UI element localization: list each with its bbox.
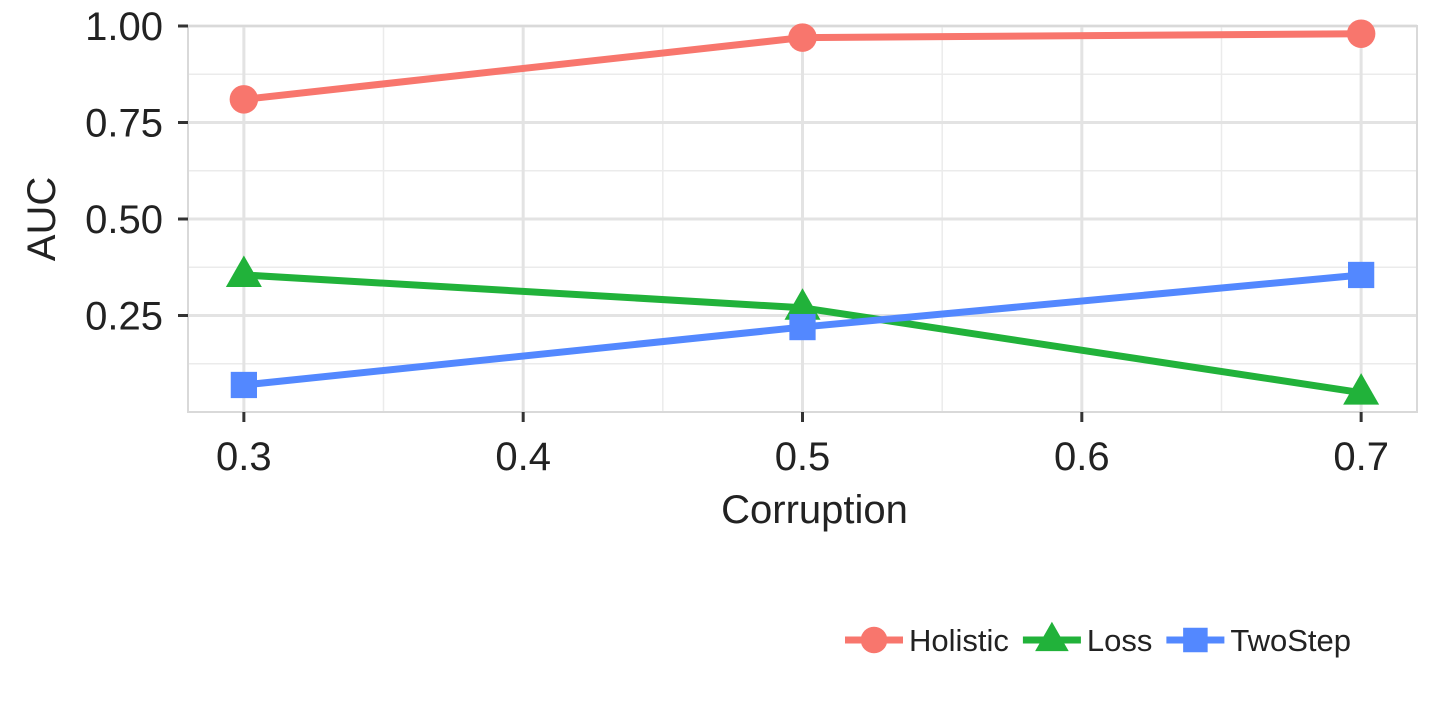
x-tick-label: 0.6 [1054, 435, 1110, 479]
legend: Holistic Loss TwoStep [845, 621, 1351, 658]
y-tick-label: 1.00 [85, 5, 163, 49]
legend-item-holistic: Holistic [845, 623, 1009, 658]
y-tick-label: 0.75 [85, 102, 163, 146]
series-markers [225, 19, 1380, 405]
data-point-twostep [789, 313, 816, 341]
y-axis-tick-labels: 0.25 0.50 0.75 1.00 [85, 5, 163, 339]
data-point-holistic [1346, 19, 1376, 48]
axis-tick-marks [178, 24, 1363, 422]
x-axis-tick-labels: 0.3 0.4 0.5 0.6 0.7 [216, 435, 1389, 479]
data-point-twostep [230, 371, 257, 399]
legend-key-marker [860, 626, 888, 654]
y-tick-label: 0.25 [85, 295, 163, 339]
y-axis-title: AUC [20, 177, 64, 261]
legend-label: TwoStep [1230, 623, 1351, 658]
data-point-loss [225, 255, 262, 287]
legend-item-twostep: TwoStep [1166, 623, 1351, 658]
legend-key-marker [1183, 627, 1208, 653]
x-tick-label: 0.5 [775, 435, 831, 479]
data-point-holistic [229, 85, 259, 114]
x-tick-label: 0.4 [495, 435, 551, 479]
legend-label: Loss [1087, 623, 1152, 658]
y-tick-label: 0.50 [85, 198, 163, 242]
legend-item-loss: Loss [1022, 621, 1152, 658]
legend-key-marker [1035, 621, 1069, 652]
data-point-loss [784, 288, 821, 320]
x-tick-label: 0.3 [216, 435, 272, 479]
data-point-twostep [1348, 261, 1375, 289]
x-axis-title: Corruption [721, 488, 908, 532]
legend-label: Holistic [909, 623, 1009, 658]
data-point-holistic [788, 23, 817, 52]
data-point-loss [1343, 373, 1380, 405]
x-tick-label: 0.7 [1333, 435, 1389, 479]
